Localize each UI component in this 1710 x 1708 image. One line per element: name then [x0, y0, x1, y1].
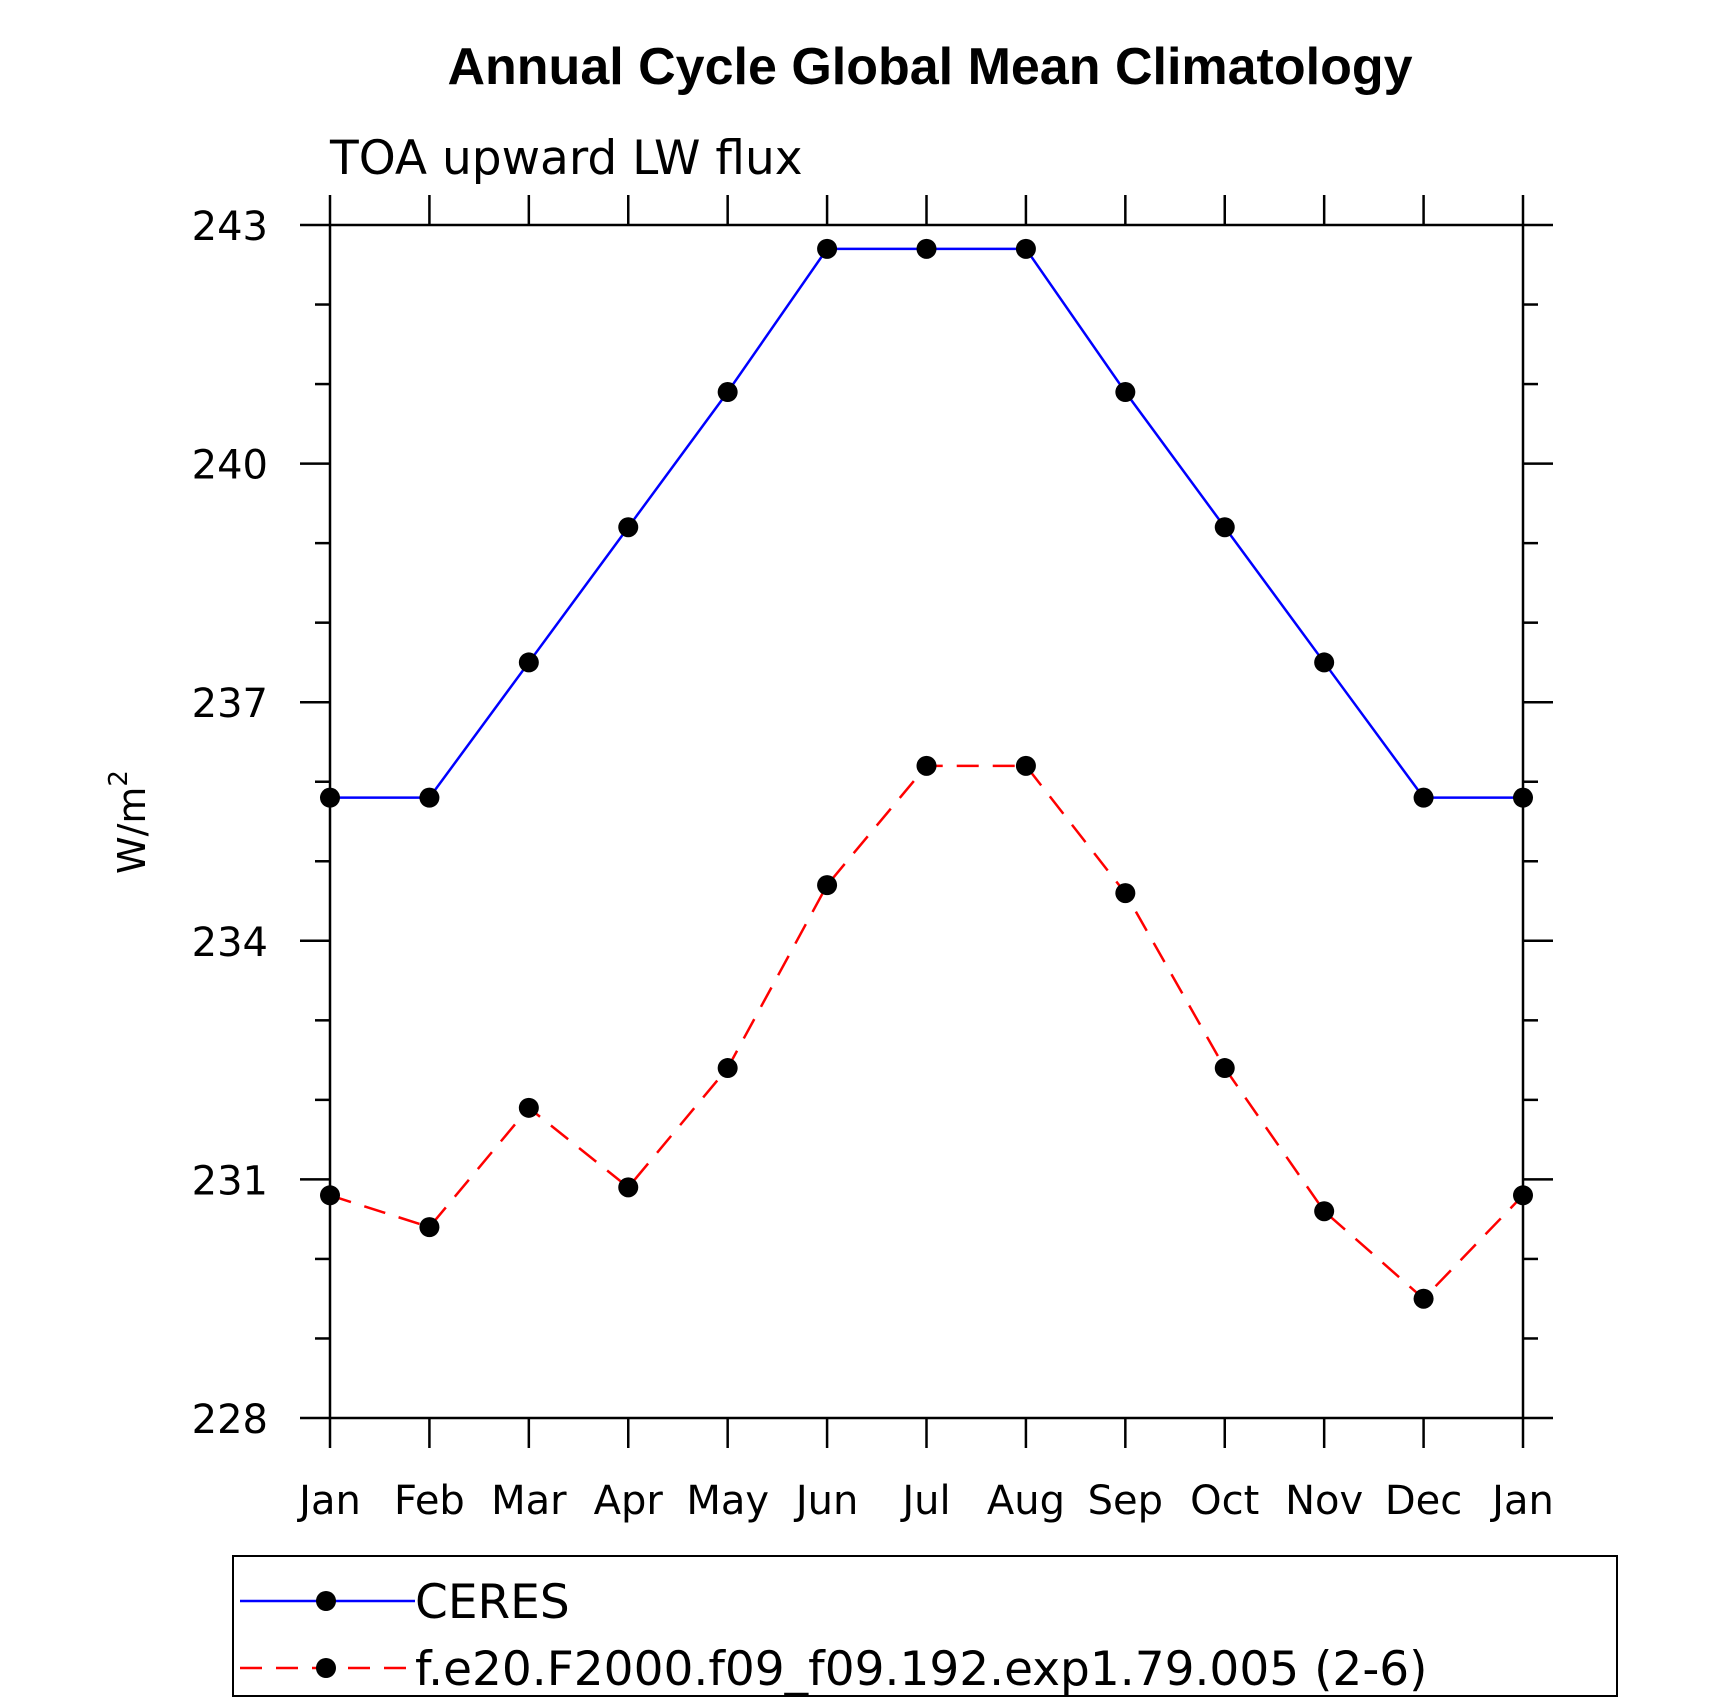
legend-label-ceres: CERES: [415, 1575, 570, 1630]
x-tick-label: Feb: [394, 1478, 465, 1524]
data-point-series-0: [1115, 382, 1136, 403]
y-tick-label: 228: [192, 1397, 268, 1443]
legend-label-model: f.e20.F2000.f09_f09.192.exp1.79.005 (2-6…: [415, 1642, 1428, 1697]
chart-title: Annual Cycle Global Mean Climatology: [447, 38, 1412, 96]
data-point-series-1: [1513, 1185, 1533, 1206]
data-point-series-1: [1015, 755, 1036, 776]
legend-marker-ceres: [316, 1591, 336, 1611]
x-tick-label: Aug: [987, 1478, 1065, 1524]
series-layer: [320, 238, 1533, 1309]
legend-marker-model: [316, 1658, 336, 1678]
data-point-series-0: [320, 787, 340, 808]
x-tick-label: Nov: [1285, 1478, 1363, 1524]
data-point-series-0: [817, 238, 838, 259]
data-point-series-0: [1314, 652, 1335, 673]
y-tick-label: 240: [192, 443, 268, 489]
y-tick-label: 231: [192, 1158, 268, 1204]
y-axis-label-base: W/m: [110, 787, 154, 874]
data-point-series-0: [1513, 787, 1533, 808]
x-tick-label: Mar: [491, 1478, 567, 1524]
legend-item-model: f.e20.F2000.f09_f09.192.exp1.79.005 (2-6…: [240, 1642, 1428, 1697]
y-axis-label-superscript: 2: [104, 770, 134, 787]
data-point-series-1: [1314, 1201, 1335, 1222]
data-point-series-1: [320, 1185, 340, 1206]
x-tick-label: Oct: [1190, 1478, 1259, 1524]
x-tick-label: Jan: [296, 1478, 361, 1524]
x-tick-label: May: [686, 1478, 769, 1524]
data-point-series-1: [1214, 1058, 1235, 1079]
legend-box: [232, 1555, 1618, 1697]
data-point-series-1: [618, 1177, 639, 1198]
data-point-series-1: [817, 875, 838, 896]
data-point-series-0: [419, 787, 440, 808]
y-tick-label: 234: [192, 920, 268, 966]
y-axis-ticks: 228 231 234 237 240 243: [192, 204, 1553, 1443]
series-line-0: [330, 247, 1523, 799]
x-tick-label: Jun: [793, 1478, 859, 1524]
y-axis-label: W/m2: [104, 770, 154, 874]
data-point-series-0: [1413, 787, 1434, 808]
data-point-series-1: [1115, 883, 1136, 904]
x-tick-label: Dec: [1385, 1478, 1462, 1524]
data-point-series-0: [916, 238, 937, 259]
data-point-series-0: [1015, 238, 1036, 259]
y-tick-label: 243: [192, 204, 268, 250]
data-point-series-0: [1214, 517, 1235, 538]
data-point-series-1: [1413, 1288, 1434, 1309]
series-line-1: [329, 764, 1524, 1301]
x-tick-label: Jul: [899, 1478, 950, 1524]
data-point-series-1: [518, 1097, 539, 1118]
y-tick-label: 237: [192, 681, 268, 727]
chart-subtitle: TOA upward LW flux: [329, 131, 803, 186]
data-point-series-1: [419, 1217, 440, 1238]
data-point-series-1: [916, 755, 937, 776]
x-tick-label: Sep: [1088, 1478, 1163, 1524]
data-point-series-0: [618, 517, 639, 538]
x-axis-ticks: Jan Feb Mar Apr May Jun Jul Aug Sep Oct Nov Dec Jan: [296, 195, 1554, 1524]
data-point-series-0: [717, 382, 738, 403]
x-tick-label: Apr: [594, 1478, 664, 1524]
plot-frame: [328, 223, 1525, 1420]
data-point-series-1: [717, 1058, 738, 1079]
x-tick-label: Jan: [1489, 1478, 1554, 1524]
data-point-series-0: [518, 652, 539, 673]
legend-item-ceres: CERES: [240, 1575, 570, 1630]
